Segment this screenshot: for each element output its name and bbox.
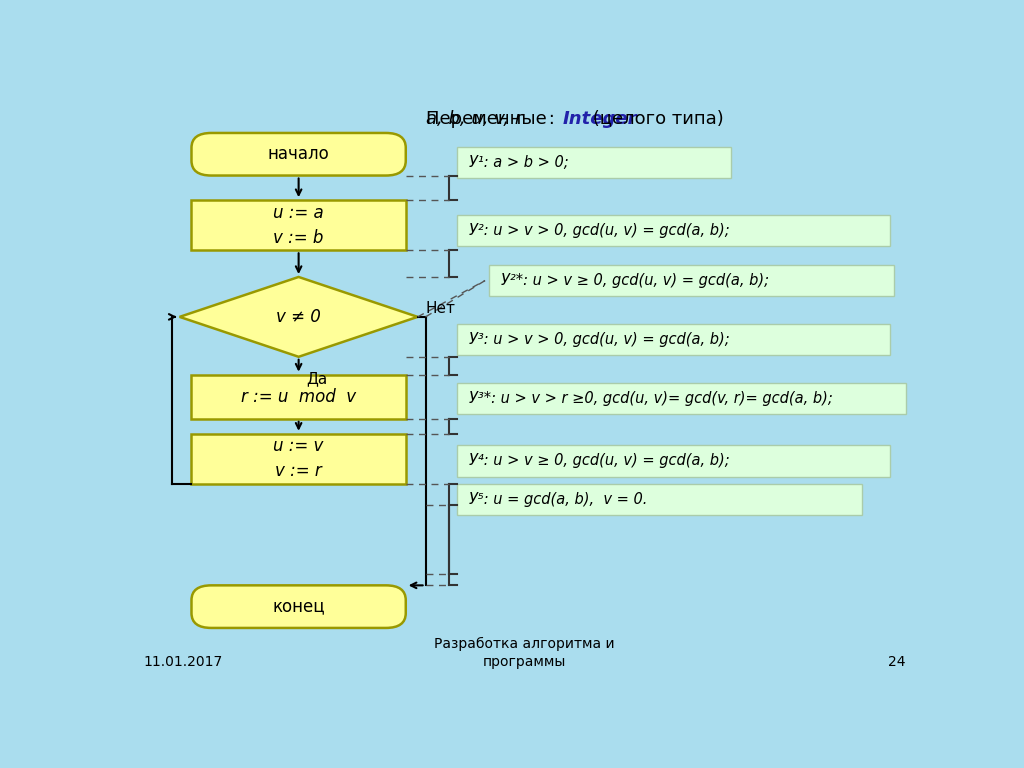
Bar <box>458 324 890 356</box>
Text: У³*: u > v > r ≥0, gcd(u, v)= gcd(v, r)= gcd(a, b);: У³*: u > v > r ≥0, gcd(u, v)= gcd(v, r)=… <box>469 391 833 406</box>
Text: У⁵: u = gcd(a, b),  v = 0.: У⁵: u = gcd(a, b), v = 0. <box>469 492 647 507</box>
Bar <box>191 200 406 250</box>
Bar <box>191 375 406 419</box>
Text: У⁴: u > v ≥ 0, gcd(u, v) = gcd(a, b);: У⁴: u > v ≥ 0, gcd(u, v) = gcd(a, b); <box>469 453 730 468</box>
Text: У²: u > v > 0, gcd(u, v) = gcd(a, b);: У²: u > v > 0, gcd(u, v) = gcd(a, b); <box>469 223 730 238</box>
FancyBboxPatch shape <box>191 133 406 176</box>
Text: 11.01.2017: 11.01.2017 <box>143 655 223 669</box>
Bar <box>489 265 894 296</box>
Bar <box>458 445 890 476</box>
Text: :: : <box>543 110 561 127</box>
Text: (целого типа): (целого типа) <box>587 110 723 127</box>
Bar <box>191 434 406 484</box>
Bar <box>458 484 862 515</box>
Text: a, b, u, v, r: a, b, u, v, r <box>426 110 522 127</box>
Text: У¹: a > b > 0;: У¹: a > b > 0; <box>469 154 569 170</box>
Text: Integer: Integer <box>563 110 637 127</box>
Text: начало: начало <box>267 145 330 164</box>
Text: Переменные: Переменные <box>426 110 552 127</box>
Bar <box>458 147 731 178</box>
Text: u := a
v := b: u := a v := b <box>273 204 324 247</box>
Text: Разработка алгоритма и
программы: Разработка алгоритма и программы <box>434 637 615 669</box>
Text: v ≠ 0: v ≠ 0 <box>276 308 322 326</box>
Text: u := v
v := r: u := v v := r <box>273 437 324 480</box>
Text: Нет: Нет <box>426 300 456 316</box>
FancyBboxPatch shape <box>191 585 406 628</box>
Bar <box>458 214 890 246</box>
Text: 24: 24 <box>888 655 905 669</box>
Text: У²*: u > v ≥ 0, gcd(u, v) = gcd(a, b);: У²*: u > v ≥ 0, gcd(u, v) = gcd(a, b); <box>501 273 769 288</box>
Text: У³: u > v > 0, gcd(u, v) = gcd(a, b);: У³: u > v > 0, gcd(u, v) = gcd(a, b); <box>469 332 730 347</box>
Bar <box>458 383 905 415</box>
Text: конец: конец <box>272 598 325 616</box>
Polygon shape <box>179 277 418 357</box>
Text: r := u  mod  v: r := u mod v <box>241 388 356 406</box>
Text: Да: Да <box>306 372 328 386</box>
